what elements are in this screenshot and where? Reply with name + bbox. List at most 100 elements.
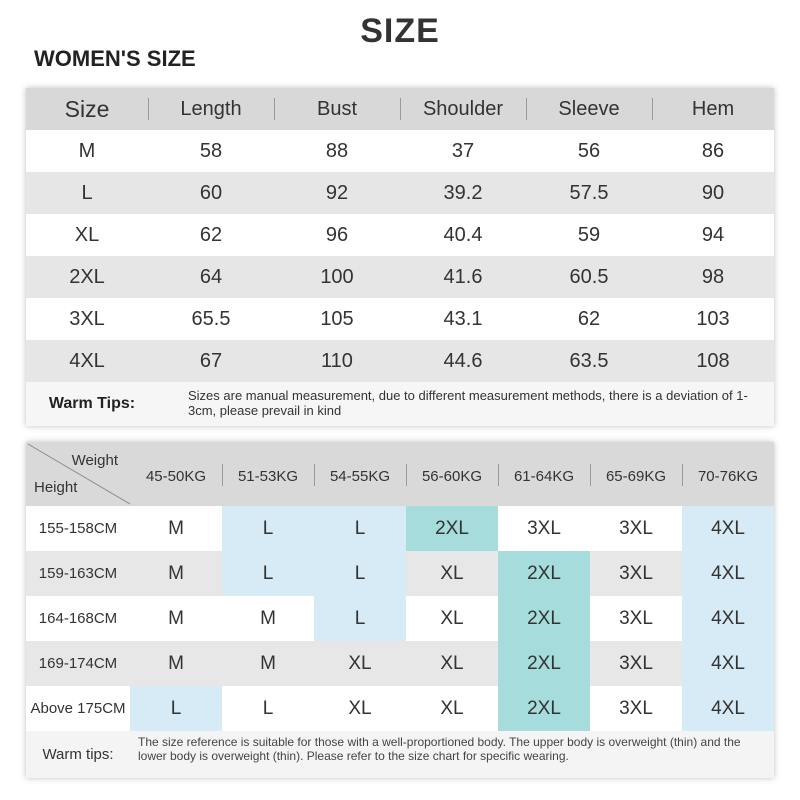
size-cell: 2XL <box>498 596 590 641</box>
length-cell: 67 <box>199 349 223 372</box>
corner-height-label: Height <box>34 479 78 496</box>
table-row: 4XL 67 110 44.6 63.5 108 <box>26 340 774 382</box>
weight-header: 54-55KG <box>314 442 406 506</box>
length-cell: 58 <box>199 139 223 162</box>
size-cell: M <box>260 652 276 674</box>
sleeve-cell: 56 <box>577 139 601 162</box>
length-cell: 62 <box>199 223 223 246</box>
size-cell: XL <box>440 652 464 674</box>
size-cell: XL <box>440 562 464 584</box>
size-cell: M <box>168 517 184 539</box>
size-cell: 3XL <box>619 607 653 629</box>
size-cell: 3XL <box>69 307 105 330</box>
weight-header: 45-50KG <box>145 467 207 485</box>
measurement-table: Size Length Bust Shoulder Sleeve Hem M 5… <box>26 88 774 426</box>
fit-table: Weight Height 45-50KG 51-53KG 54-55KG 56… <box>26 442 774 778</box>
weight-header: 65-69KG <box>590 442 682 506</box>
measurement-tips-row: Warm Tips: Sizes are manual measurement,… <box>26 382 774 426</box>
size-cell: XL <box>440 607 464 629</box>
table-row: 3XL 65.5 105 43.1 62 103 <box>26 298 774 340</box>
size-cell: L <box>222 551 314 596</box>
fit-tips-row: Warm tips: The size reference is suitabl… <box>26 731 774 778</box>
size-cell: 2XL <box>498 686 590 731</box>
table-row: Above 175CM L L XL XL 2XL 3XL 4XL <box>26 686 774 731</box>
size-cell: L <box>130 686 222 731</box>
size-cell: L <box>222 506 314 551</box>
hem-cell: 108 <box>696 349 730 372</box>
size-cell: XL <box>348 697 372 719</box>
header-hem: Hem <box>652 88 774 130</box>
size-cell: 3XL <box>527 517 561 539</box>
size-cell: M <box>168 562 184 584</box>
hem-cell: 98 <box>701 265 725 288</box>
sleeve-cell: 59 <box>577 223 601 246</box>
hem-cell: 103 <box>696 307 730 330</box>
height-label: Above 175CM <box>30 700 126 717</box>
hem-cell: 94 <box>701 223 725 246</box>
height-label: 155-158CM <box>38 520 118 537</box>
length-cell: 65.5 <box>191 307 231 330</box>
warm-tips-label: Warm Tips: <box>48 395 136 412</box>
measurement-header-row: Size Length Bust Shoulder Sleeve Hem <box>26 88 774 130</box>
shoulder-cell: 44.6 <box>443 349 483 372</box>
size-cell: 3XL <box>619 652 653 674</box>
size-cell: M <box>168 652 184 674</box>
header-sleeve: Sleeve <box>526 88 652 130</box>
header-size: Size <box>64 95 110 122</box>
page-title: SIZE <box>360 12 440 50</box>
sleeve-cell: 62 <box>577 307 601 330</box>
size-cell: L <box>314 596 406 641</box>
height-label: 169-174CM <box>38 655 118 672</box>
size-cell: XL <box>348 652 372 674</box>
table-row: L 60 92 39.2 57.5 90 <box>26 172 774 214</box>
bust-cell: 88 <box>325 139 349 162</box>
header-length: Length <box>148 88 274 130</box>
bust-cell: 96 <box>325 223 349 246</box>
bust-cell: 110 <box>321 349 353 372</box>
shoulder-cell: 37 <box>451 139 475 162</box>
size-cell: L <box>81 181 93 204</box>
table-row: M 58 88 37 56 86 <box>26 130 774 172</box>
size-cell: 4XL <box>682 596 774 641</box>
height-label: 164-168CM <box>38 610 118 627</box>
size-cell: 2XL <box>498 551 590 596</box>
bust-cell: 92 <box>325 181 349 204</box>
size-cell: 4XL <box>682 686 774 731</box>
shoulder-cell: 40.4 <box>443 223 483 246</box>
sleeve-cell: 57.5 <box>569 181 609 204</box>
corner-weight-label: Weight <box>71 452 118 469</box>
header-bust: Bust <box>274 88 400 130</box>
table-row: XL 62 96 40.4 59 94 <box>26 214 774 256</box>
sleeve-cell: 63.5 <box>569 349 609 372</box>
size-cell: 3XL <box>619 697 653 719</box>
weight-header: 70-76KG <box>682 442 774 506</box>
hem-cell: 86 <box>701 139 725 162</box>
table-row: 2XL 64 100 41.6 60.5 98 <box>26 256 774 298</box>
table-row: 155-158CM M L L 2XL 3XL 3XL 4XL <box>26 506 774 551</box>
shoulder-cell: 41.6 <box>443 265 483 288</box>
size-cell: 3XL <box>619 517 653 539</box>
diagonal-divider <box>27 443 130 505</box>
section-title-womens-size: WOMEN'S SIZE <box>34 46 196 71</box>
weight-header: 56-60KG <box>406 442 498 506</box>
table-row: 159-163CM M L L XL 2XL 3XL 4XL <box>26 551 774 596</box>
length-cell: 60 <box>199 181 223 204</box>
corner-header: Weight Height <box>26 442 130 506</box>
size-cell: L <box>314 506 406 551</box>
size-cell: L <box>262 697 274 719</box>
size-cell: M <box>78 139 96 162</box>
size-cell: L <box>314 551 406 596</box>
fit-header-row: Weight Height 45-50KG 51-53KG 54-55KG 56… <box>26 442 774 506</box>
warm-tips-text: The size reference is suitable for those… <box>138 735 741 763</box>
warm-tips-label: Warm tips: <box>42 746 114 763</box>
shoulder-cell: 39.2 <box>443 181 483 204</box>
length-cell: 64 <box>199 265 223 288</box>
shoulder-cell: 43.1 <box>443 307 483 330</box>
size-cell: 3XL <box>619 562 653 584</box>
size-cell: 2XL <box>406 506 498 551</box>
header-shoulder: Shoulder <box>400 88 526 130</box>
size-cell: 2XL <box>498 641 590 686</box>
bust-cell: 100 <box>320 265 354 288</box>
warm-tips-text: Sizes are manual measurement, due to dif… <box>188 388 748 418</box>
size-cell: XL <box>74 223 100 246</box>
